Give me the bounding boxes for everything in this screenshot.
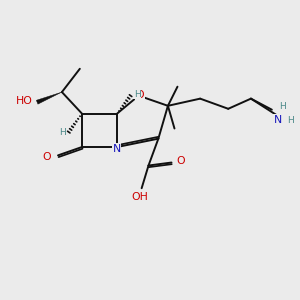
Text: O: O bbox=[176, 156, 185, 166]
Text: H: H bbox=[287, 116, 294, 124]
Text: OH: OH bbox=[132, 192, 148, 202]
Text: H: H bbox=[279, 102, 286, 111]
Text: N: N bbox=[112, 143, 121, 154]
Text: O: O bbox=[136, 90, 144, 100]
Text: N: N bbox=[274, 115, 282, 125]
Text: HO: HO bbox=[16, 96, 33, 106]
Polygon shape bbox=[36, 92, 62, 104]
Text: O: O bbox=[42, 152, 51, 162]
Text: H: H bbox=[59, 128, 66, 137]
Text: H: H bbox=[134, 90, 140, 99]
